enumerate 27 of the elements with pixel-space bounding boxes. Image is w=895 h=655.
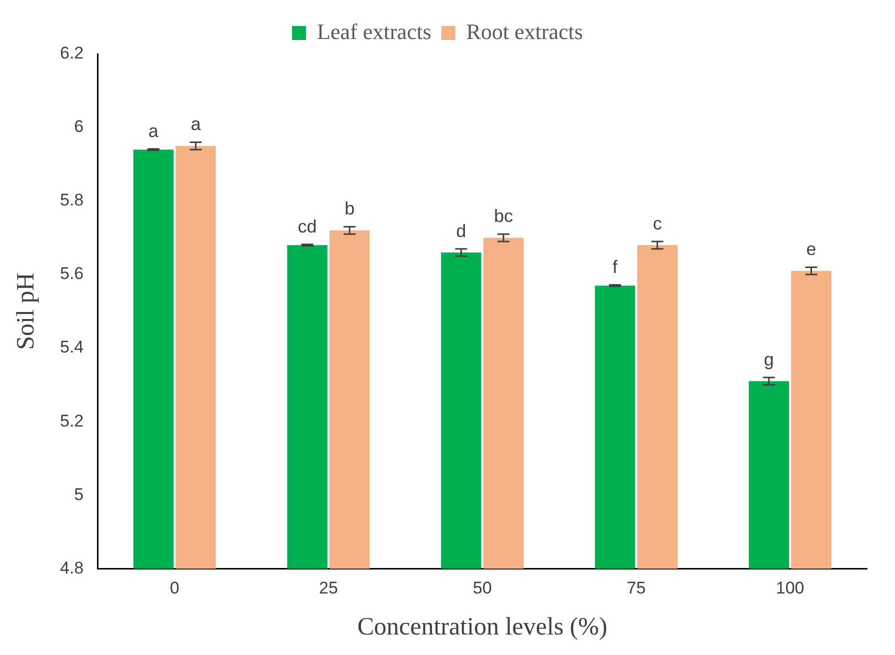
y-tick-label: 5.4 bbox=[60, 338, 84, 357]
data-label: cd bbox=[298, 216, 317, 236]
data-label: g bbox=[764, 349, 774, 370]
y-tick-label: 5.8 bbox=[60, 190, 84, 210]
data-label: e bbox=[806, 239, 816, 260]
y-tick-label: 5.6 bbox=[60, 264, 84, 284]
data-label: d bbox=[456, 220, 466, 241]
data-label: a bbox=[190, 114, 202, 134]
data-label: f bbox=[612, 256, 619, 277]
y-tick-label: 5.2 bbox=[60, 411, 84, 430]
data-label: bc bbox=[494, 206, 513, 226]
y-tick-label: 5 bbox=[74, 484, 84, 504]
data-label: b bbox=[344, 198, 355, 219]
y-tick-label: 6 bbox=[74, 117, 84, 136]
data-label: a bbox=[148, 120, 160, 141]
legend-label: Leaf extracts bbox=[317, 18, 432, 44]
x-tick-label: 0 bbox=[170, 578, 180, 598]
y-tick-label: 6.2 bbox=[60, 44, 84, 63]
legend-label: Root extracts bbox=[466, 18, 583, 44]
x-tick-label: 25 bbox=[318, 578, 338, 598]
data-label: c bbox=[652, 213, 662, 234]
x-tick-label: 75 bbox=[626, 578, 646, 598]
x-axis-title: Concentration levels (%) bbox=[357, 614, 608, 641]
x-tick-label: 100 bbox=[776, 578, 804, 598]
y-axis-title: Soil pH bbox=[12, 272, 40, 350]
x-tick-label: 50 bbox=[472, 578, 492, 598]
y-tick-label: 4.8 bbox=[60, 558, 84, 578]
